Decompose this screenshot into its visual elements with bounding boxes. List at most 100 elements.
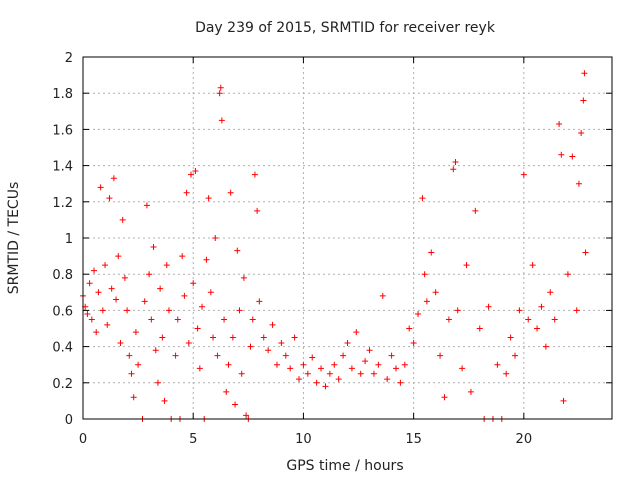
data-point (463, 262, 470, 269)
data-point (132, 329, 139, 336)
y-tick-label: 0.2 (52, 377, 73, 392)
data-point (181, 292, 188, 299)
data-point (157, 285, 164, 292)
data-point (415, 311, 422, 318)
data-point (194, 325, 201, 332)
data-point (130, 394, 137, 401)
data-point (287, 365, 294, 372)
data-point (163, 262, 170, 269)
data-point (375, 361, 382, 368)
data-point (221, 316, 228, 323)
y-tick-label: 1.8 (52, 87, 73, 102)
data-point (410, 339, 417, 346)
data-point (494, 361, 501, 368)
data-point (397, 379, 404, 386)
data-point (238, 370, 245, 377)
data-point (291, 334, 298, 341)
data-point (251, 171, 258, 178)
data-point (223, 388, 230, 395)
data-point (421, 271, 428, 278)
data-point (454, 307, 461, 314)
data-point (313, 379, 320, 386)
data-point (249, 316, 256, 323)
x-tick-label: 15 (405, 432, 422, 447)
data-point (525, 316, 532, 323)
data-point (108, 285, 115, 292)
data-point (124, 307, 131, 314)
data-point (538, 303, 545, 310)
data-point (529, 262, 536, 269)
data-point (534, 325, 541, 332)
chart-title: Day 239 of 2015, SRMTID for receiver rey… (195, 20, 496, 36)
data-point (370, 370, 377, 377)
y-tick-label: 0.8 (52, 268, 73, 283)
data-point (278, 339, 285, 346)
data-point (227, 189, 234, 196)
data-point (97, 184, 104, 191)
data-point (106, 195, 113, 202)
data-point (423, 298, 430, 305)
data-point (113, 296, 120, 303)
data-point (256, 298, 263, 305)
data-points (80, 70, 589, 422)
data-point (95, 289, 102, 296)
data-point (512, 352, 519, 359)
data-point (161, 397, 168, 404)
data-point (214, 352, 221, 359)
data-point (564, 271, 571, 278)
data-point (126, 352, 133, 359)
y-tick-label: 0.6 (52, 304, 73, 319)
data-point (472, 207, 479, 214)
data-point (392, 365, 399, 372)
y-tick-labels: 0 0.2 0.4 0.6 0.8 1 1.2 1.4 1.6 1.8 2 (52, 51, 73, 428)
data-point (210, 334, 217, 341)
data-point (216, 90, 223, 97)
data-point (503, 370, 510, 377)
data-point (265, 347, 272, 354)
data-point (459, 365, 466, 372)
data-point (188, 171, 195, 178)
data-point (384, 376, 391, 383)
data-point (141, 298, 148, 305)
data-point (88, 316, 95, 323)
data-point (212, 235, 219, 241)
data-point (485, 303, 492, 310)
data-point (476, 325, 483, 332)
data-point (165, 307, 172, 314)
data-point (159, 334, 166, 341)
data-point (150, 244, 157, 251)
data-point (556, 120, 563, 127)
data-point (146, 271, 153, 278)
x-tick-labels: 0 5 10 15 20 (79, 432, 532, 447)
data-point (401, 361, 408, 368)
data-point (154, 379, 161, 386)
data-point (428, 249, 435, 256)
data-point (450, 166, 457, 173)
data-point (335, 376, 342, 383)
data-point (309, 354, 316, 361)
data-point (185, 339, 192, 346)
data-point (84, 311, 91, 318)
axis-ticks (82, 56, 612, 420)
y-axis-label: SRMTID / TECUs (6, 182, 22, 295)
data-point (110, 175, 117, 182)
data-point (578, 130, 585, 137)
data-point (240, 274, 247, 281)
data-point (260, 334, 267, 341)
data-point (516, 307, 523, 314)
data-point (119, 216, 126, 223)
data-point (236, 307, 243, 314)
y-tick-label: 2 (65, 51, 73, 66)
x-tick-label: 5 (189, 432, 197, 447)
data-point (117, 339, 124, 346)
y-tick-label: 1.6 (52, 123, 73, 138)
data-point (406, 325, 413, 332)
data-point (340, 352, 347, 359)
data-point (353, 329, 360, 336)
data-point (121, 274, 128, 281)
data-point (331, 361, 338, 368)
x-tick-label: 0 (79, 432, 87, 447)
data-point (445, 316, 452, 323)
data-point (192, 168, 199, 175)
